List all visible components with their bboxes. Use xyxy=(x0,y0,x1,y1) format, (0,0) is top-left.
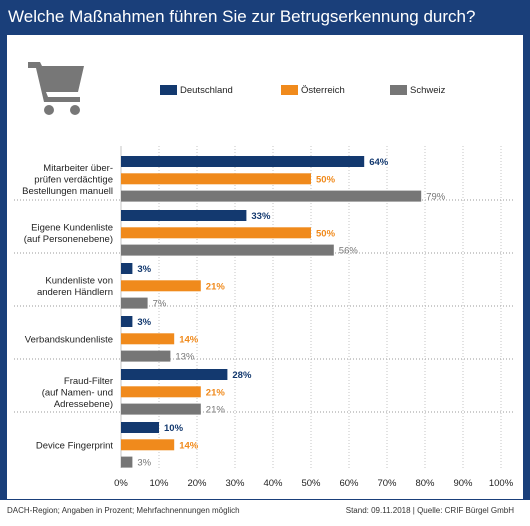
bar-value-label: 7% xyxy=(153,299,167,310)
bar-schweiz xyxy=(121,244,334,256)
x-tick-label: 90% xyxy=(453,478,473,489)
bar-österreich xyxy=(121,386,201,398)
x-tick-label: 70% xyxy=(377,478,397,489)
bar-chart: 0% 10% 20% 30% 40% 50% 60% 70% 80% 90% 100% Mitarbe… xyxy=(14,146,515,489)
category-label: Kundenliste von anderen Händlern xyxy=(37,276,113,299)
legend-swatch-schweiz xyxy=(390,85,407,95)
category-label: Mitarbeiter über-prüfen verdächtige Beste… xyxy=(22,163,113,197)
bar-deutschland xyxy=(121,263,133,274)
legend-swatch-oesterreich xyxy=(281,85,298,95)
bar-value-label: 3% xyxy=(137,458,151,469)
chart-panel xyxy=(7,35,523,499)
bar-österreich xyxy=(121,280,201,292)
bar-deutschland xyxy=(121,156,365,167)
bar-value-label: 13% xyxy=(175,352,195,363)
bar-österreich xyxy=(121,173,311,185)
legend-label-oesterreich: Österreich xyxy=(301,84,345,96)
bar-value-label: 21% xyxy=(206,405,226,416)
bar-value-label: 50% xyxy=(316,174,336,185)
bar-schweiz xyxy=(121,456,133,468)
legend-label-schweiz: Schweiz xyxy=(410,84,446,96)
x-tick-label: 40% xyxy=(263,478,283,489)
category-label: Device Fingerprint xyxy=(36,440,113,451)
bar-value-label: 14% xyxy=(179,334,199,345)
x-tick-label: 60% xyxy=(339,478,359,489)
bar-value-label: 79% xyxy=(426,192,446,203)
bar-schweiz xyxy=(121,190,422,202)
shopping-cart-icon xyxy=(28,62,84,115)
legend-item-schweiz: Schweiz xyxy=(390,84,445,96)
legend-item-deutschland: Deutschland xyxy=(160,84,233,96)
category-label: Eigene Kundenliste (auf Personenebene) xyxy=(24,223,113,246)
bar-österreich xyxy=(121,227,311,239)
legend-label-deutschland: Deutschland xyxy=(180,84,233,96)
footer-bar xyxy=(0,500,530,526)
x-tick-label: 30% xyxy=(225,478,245,489)
chart-title: Welche Maßnahmen führen Sie zur Betrugse… xyxy=(8,7,476,26)
category-label: Verbandskundenliste xyxy=(25,334,113,345)
bar-österreich xyxy=(121,333,175,345)
bar-österreich xyxy=(121,439,175,451)
legend-swatch-deutschland xyxy=(160,85,177,95)
bar-value-label: 10% xyxy=(164,423,184,434)
bar-value-label: 14% xyxy=(179,440,199,451)
footer-source: Stand: 09.11.2018 | Quelle: CRIF Bürgel … xyxy=(345,506,514,515)
bar-schweiz xyxy=(121,350,171,362)
x-tick-label: 10% xyxy=(149,478,169,489)
x-tick-label: 80% xyxy=(415,478,435,489)
bar-deutschland xyxy=(121,422,159,433)
bar-value-label: 3% xyxy=(137,264,151,275)
x-tick-label: 20% xyxy=(187,478,207,489)
bar-schweiz xyxy=(121,403,201,415)
legend-item-oesterreich: Österreich xyxy=(281,84,345,96)
x-tick-label: 50% xyxy=(301,478,321,489)
bar-value-label: 33% xyxy=(251,211,271,222)
bar-deutschland xyxy=(121,210,247,221)
bar-value-label: 50% xyxy=(316,228,336,239)
bar-value-label: 64% xyxy=(369,157,389,168)
bar-value-label: 3% xyxy=(137,317,151,328)
bar-schweiz xyxy=(121,297,148,309)
x-tick-label: 100% xyxy=(489,478,514,489)
bar-deutschland xyxy=(121,369,228,380)
bar-value-label: 56% xyxy=(339,246,359,257)
bar-deutschland xyxy=(121,316,133,327)
bar-value-label: 21% xyxy=(206,281,226,292)
category-label: Fraud-Filter (auf Namen- und Adressebene) xyxy=(42,376,113,410)
x-tick-label: 0% xyxy=(114,478,128,489)
footer-note: DACH-Region; Angaben in Prozent; Mehrfac… xyxy=(7,506,240,515)
bar-value-label: 28% xyxy=(232,370,252,381)
bar-value-label: 21% xyxy=(206,387,226,398)
